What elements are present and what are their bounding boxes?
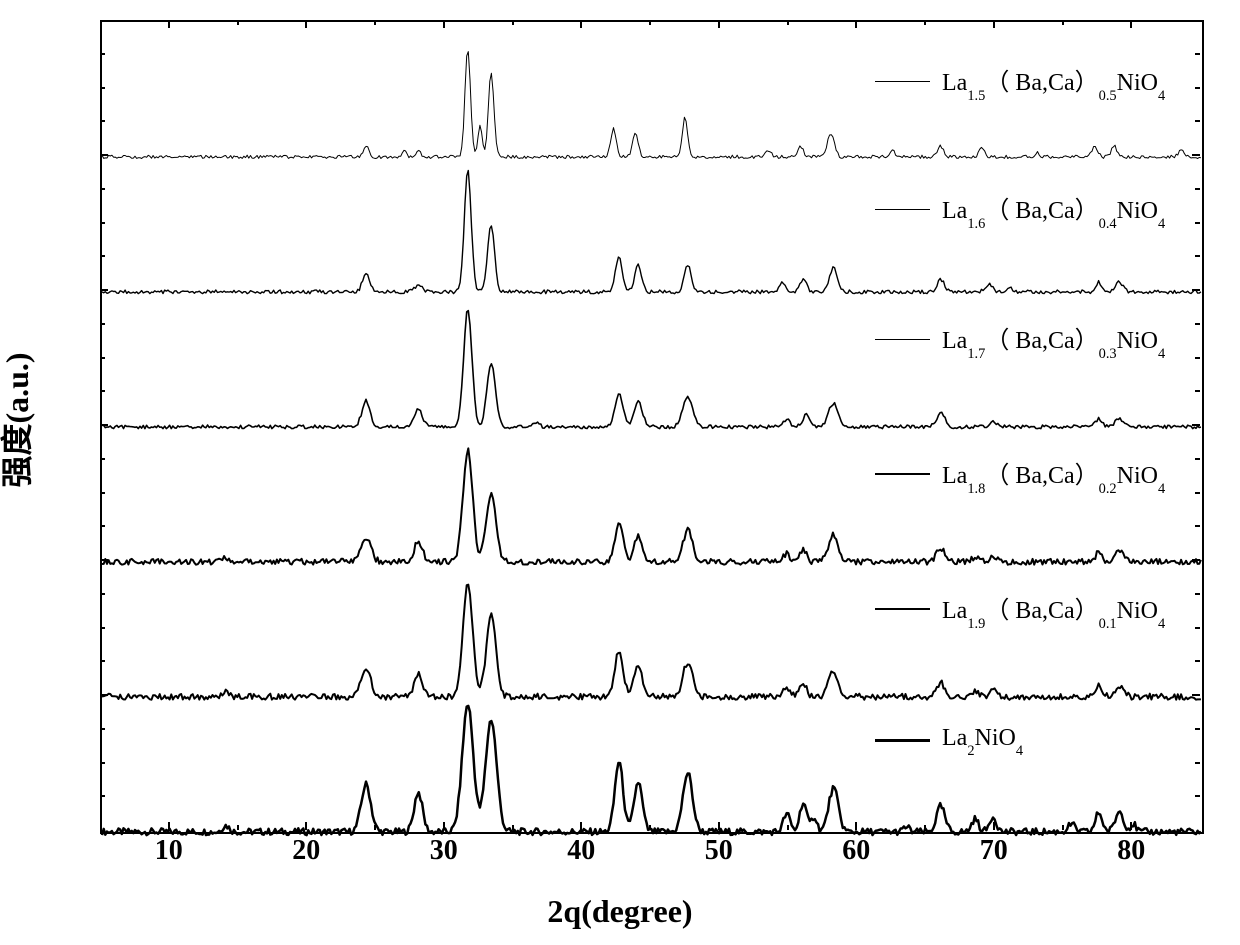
x-tick-label: 60 bbox=[842, 835, 870, 867]
x-tick-label: 70 bbox=[980, 835, 1008, 867]
legend-line-icon bbox=[875, 209, 930, 210]
legend-label: La1.8（ Ba,Ca）0.2NiO4 bbox=[942, 455, 1165, 494]
x-tick-label: 80 bbox=[1117, 835, 1145, 867]
x-axis-label: 2q(degree) bbox=[547, 893, 692, 930]
legend-item: La1.9（ Ba,Ca）0.1NiO4 bbox=[875, 590, 1165, 629]
x-tick-label: 40 bbox=[567, 835, 595, 867]
x-tick-label: 10 bbox=[155, 835, 183, 867]
plot-svg bbox=[102, 22, 1202, 832]
legend-line-icon bbox=[875, 739, 930, 742]
legend-item: La1.7（ Ba,Ca）0.3NiO4 bbox=[875, 320, 1165, 359]
x-tick-label: 30 bbox=[430, 835, 458, 867]
xrd-trace bbox=[102, 171, 1201, 294]
legend-label: La2NiO4 bbox=[942, 725, 1023, 756]
xrd-chart: 强度(a.u.) 2q(degree) 10 20 30 40 50 60 70 80 La2… bbox=[0, 0, 1240, 945]
xrd-trace bbox=[102, 706, 1201, 835]
legend-item: La2NiO4 bbox=[875, 725, 1023, 756]
x-tick-label: 20 bbox=[292, 835, 320, 867]
legend-item: La1.5（ Ba,Ca）0.5NiO4 bbox=[875, 62, 1165, 101]
legend-label: La1.7（ Ba,Ca）0.3NiO4 bbox=[942, 320, 1165, 359]
y-axis-label: 强度(a.u.) bbox=[0, 352, 38, 487]
legend-item: La1.6（ Ba,Ca）0.4NiO4 bbox=[875, 190, 1165, 229]
x-tick-label: 50 bbox=[705, 835, 733, 867]
legend-item: La1.8（ Ba,Ca）0.2NiO4 bbox=[875, 455, 1165, 494]
legend-label: La1.6（ Ba,Ca）0.4NiO4 bbox=[942, 190, 1165, 229]
legend-label: La1.5（ Ba,Ca）0.5NiO4 bbox=[942, 62, 1165, 101]
legend-line-icon bbox=[875, 608, 930, 610]
legend-line-icon bbox=[875, 473, 930, 475]
legend-line-icon bbox=[875, 81, 930, 82]
legend-label: La1.9（ Ba,Ca）0.1NiO4 bbox=[942, 590, 1165, 629]
legend-line-icon bbox=[875, 339, 930, 341]
plot-area bbox=[100, 20, 1204, 834]
